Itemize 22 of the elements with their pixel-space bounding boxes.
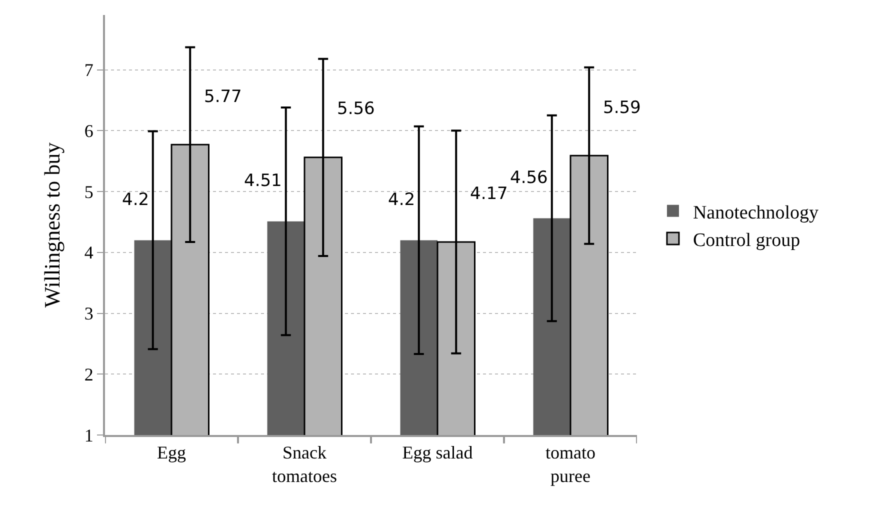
x-tick-label: Snack tomatoes [272,442,337,486]
x-tick-label: Egg [157,442,186,463]
y-tick-label: 7 [84,60,94,80]
data-label: 4.2 [122,190,150,210]
y-axis-title: Willingness to buy [40,142,65,308]
data-label: 4.2 [388,190,416,210]
legend-label: Nanotechnology [692,202,820,224]
data-label: 5.56 [337,99,375,119]
y-tick-label: 4 [84,242,94,263]
y-tick-label: 5 [84,182,94,202]
y-tick-label: 3 [84,304,94,324]
x-tick-label: Egg salad [402,442,473,463]
data-label: 4.51 [244,171,282,191]
data-label: 5.77 [204,87,242,107]
data-label: 4.56 [510,168,548,188]
y-tick-label: 1 [84,425,94,446]
data-label: 5.59 [603,98,641,118]
y-tick-label: 6 [84,120,94,141]
legend-label: Control group [692,230,800,251]
data-label: 4.17 [470,184,508,204]
x-tick-label: tomato puree [546,442,596,486]
y-tick-label: 2 [84,364,94,384]
